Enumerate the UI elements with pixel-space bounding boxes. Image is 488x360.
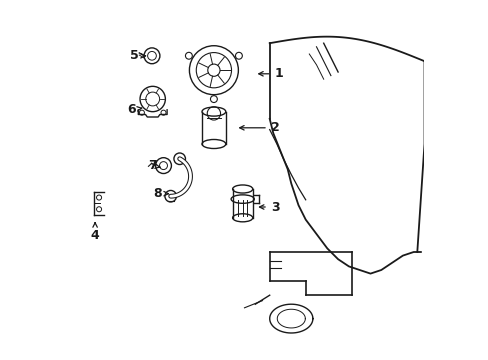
- Text: 6: 6: [126, 103, 142, 116]
- Text: 8: 8: [153, 187, 168, 200]
- Text: 4: 4: [91, 223, 99, 242]
- Text: 2: 2: [239, 121, 279, 134]
- Text: 7: 7: [148, 159, 160, 172]
- Text: 1: 1: [258, 67, 283, 80]
- Text: 5: 5: [130, 49, 145, 62]
- Text: 3: 3: [259, 201, 279, 213]
